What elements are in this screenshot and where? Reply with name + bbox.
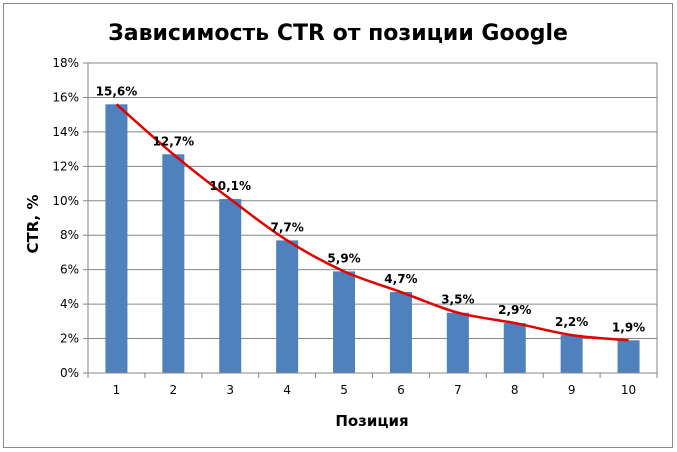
- x-tick-label: 7: [454, 383, 462, 397]
- bar: [276, 240, 299, 373]
- data-label: 12,7%: [153, 134, 195, 148]
- x-tick-label: 1: [113, 383, 121, 397]
- x-tick-label: 5: [340, 383, 348, 397]
- bar: [503, 323, 526, 373]
- bar: [105, 104, 128, 373]
- data-labels: 15,6% 12,7% 10,1% 7,7% 5,9% 4,7% 3,5% 2,9% 2,2% 1…: [96, 84, 646, 334]
- y-tick-label: 0%: [60, 366, 79, 380]
- chart-title: Зависимость CTR от позиции Google: [108, 21, 568, 46]
- trendline: [115, 103, 629, 342]
- x-tick-label: 3: [226, 383, 234, 397]
- y-tick-label: 12%: [52, 159, 79, 173]
- y-tick-label: 16%: [52, 90, 79, 104]
- y-tick-label: 2%: [60, 332, 79, 346]
- y-tick-label: 10%: [52, 194, 79, 208]
- x-axis-title: Позиция: [335, 412, 408, 430]
- data-label: 15,6%: [96, 84, 138, 98]
- x-tick-label: 8: [511, 383, 519, 397]
- x-tick-label: 10: [621, 383, 636, 397]
- bar: [446, 312, 469, 373]
- y-tick-label: 4%: [60, 297, 79, 311]
- bar: [617, 340, 640, 373]
- trendline-curve: [115, 103, 629, 342]
- data-label: 7,7%: [271, 220, 304, 234]
- data-label: 5,9%: [327, 251, 360, 265]
- x-tick-label: 2: [170, 383, 178, 397]
- y-tick-label: 6%: [60, 263, 79, 277]
- y-axis-title: CTR, %: [24, 194, 42, 253]
- data-label: 4,7%: [384, 272, 417, 286]
- x-tick-label: 6: [397, 383, 405, 397]
- bar: [333, 271, 356, 373]
- bars: [105, 104, 640, 373]
- data-label: 2,2%: [555, 315, 588, 329]
- axes: [83, 62, 658, 378]
- x-tick-labels: 1 2 3 4 5 6 7 8 9 10: [113, 383, 637, 397]
- data-label: 10,1%: [209, 179, 251, 193]
- chart-svg: Зависимость CTR от позиции Google 0% 2% 4%…: [24, 21, 658, 430]
- bar: [389, 292, 412, 373]
- data-label: 2,9%: [498, 303, 531, 317]
- y-tick-label: 18%: [52, 56, 79, 70]
- bar: [162, 154, 185, 373]
- bar: [560, 335, 583, 373]
- y-tick-labels: 0% 2% 4% 6% 8% 10% 12% 14% 16% 18%: [52, 56, 79, 380]
- y-tick-label: 14%: [52, 125, 79, 139]
- x-tick-label: 4: [283, 383, 291, 397]
- x-tick-label: 9: [568, 383, 576, 397]
- data-label: 3,5%: [441, 293, 474, 307]
- bar: [219, 199, 242, 373]
- chart-frame: Зависимость CTR от позиции Google 0% 2% 4%…: [3, 3, 673, 448]
- y-tick-label: 8%: [60, 228, 79, 242]
- data-label: 1,9%: [612, 320, 645, 334]
